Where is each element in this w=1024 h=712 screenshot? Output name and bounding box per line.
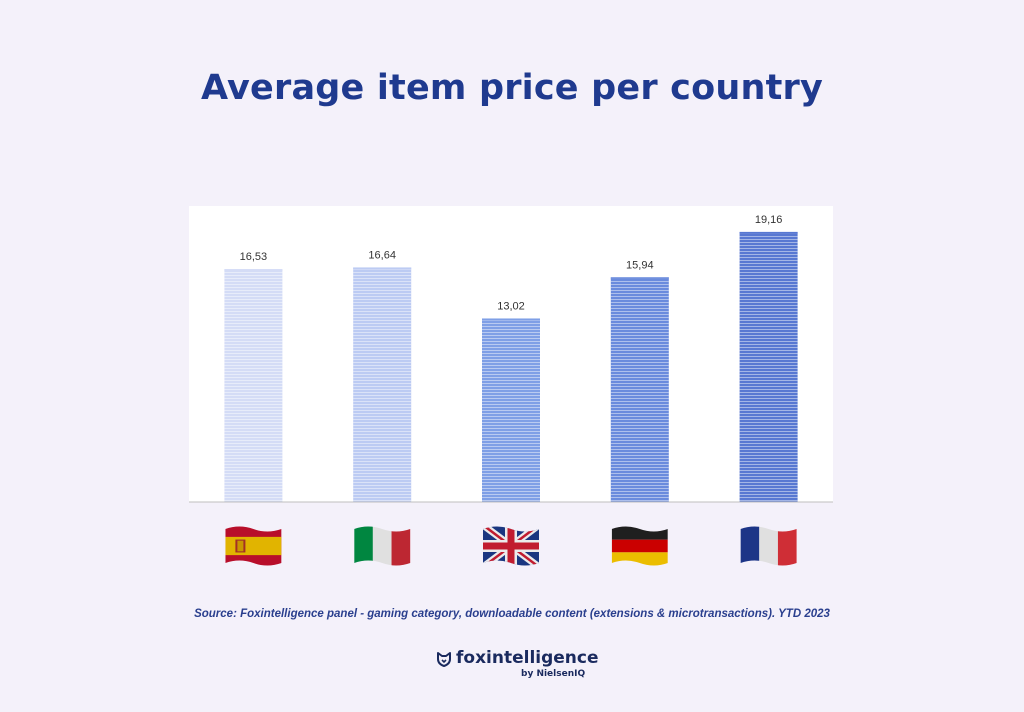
bar-texture <box>610 277 669 502</box>
chart-title: Average item price per country <box>200 68 824 108</box>
bar-group: 15,94 <box>610 259 669 502</box>
bar-top-edge <box>739 231 798 234</box>
data-label: 15,94 <box>626 259 654 271</box>
spain-flag-icon <box>225 526 282 566</box>
source-note: Source: Foxintelligence panel - gaming c… <box>194 608 830 620</box>
data-label: 13,02 <box>497 300 525 312</box>
logo-byline: by NielsenIQ <box>521 669 586 679</box>
bar-group: 16,53 <box>224 251 283 502</box>
bar-group: 16,64 <box>353 249 412 502</box>
bar-group: 19,16 <box>739 214 798 502</box>
bar-group: 13,02 <box>482 300 540 502</box>
bar-top-edge <box>224 269 283 272</box>
logo-wordmark: foxintelligence <box>456 648 599 668</box>
italy-flag-icon <box>354 526 411 566</box>
data-label: 16,64 <box>368 249 396 261</box>
france-flag-icon <box>740 526 797 566</box>
bar-texture <box>353 267 412 502</box>
bar-texture <box>739 231 798 502</box>
germany-flag-icon <box>611 526 668 566</box>
bar-top-edge <box>610 277 669 280</box>
bar-top-edge <box>482 318 540 321</box>
fox-logo-icon <box>437 652 451 667</box>
bar-texture <box>482 318 540 502</box>
uk-flag-icon <box>483 526 539 566</box>
bar-texture <box>224 269 283 502</box>
bar-top-edge <box>353 267 412 270</box>
foxintelligence-logo: foxintelligence by NielsenIQ <box>436 648 599 684</box>
data-label: 19,16 <box>755 214 783 226</box>
data-label: 16,53 <box>240 251 268 263</box>
